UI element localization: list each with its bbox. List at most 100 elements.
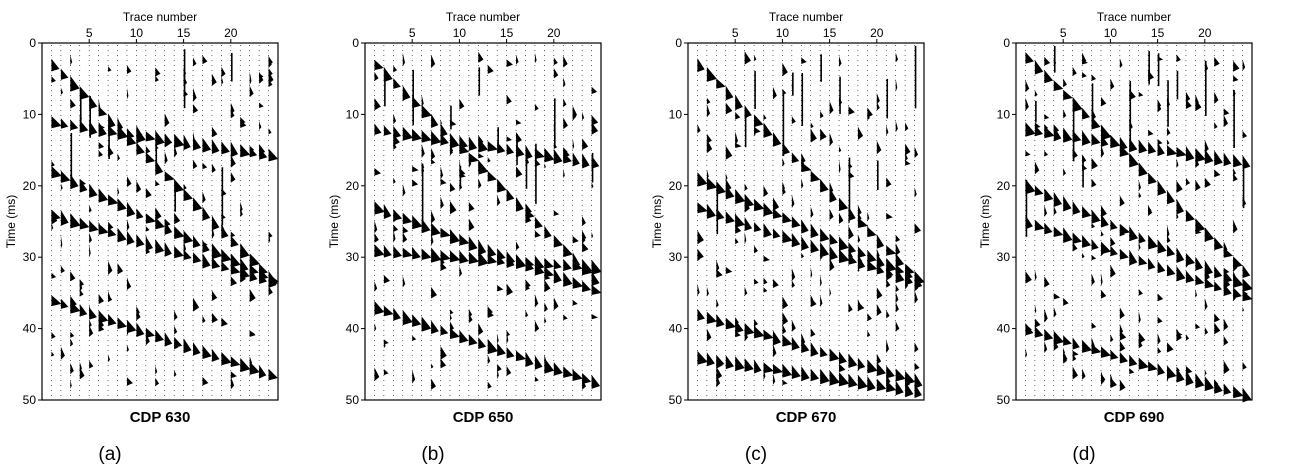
noise-wavelet-3-5	[716, 259, 720, 272]
plot-frame	[687, 42, 925, 401]
wavelet-6-0	[98, 106, 108, 117]
noise-wavelet-2-4	[60, 265, 65, 274]
noise-wavelet-10-7	[136, 241, 140, 248]
wavelet-9-1	[1100, 213, 1109, 228]
wavelet-6-2	[1072, 232, 1082, 244]
wavelet-18-3	[857, 357, 866, 370]
noise-wavelet-15-4	[829, 370, 836, 381]
noise-wavelet-20-6	[230, 371, 237, 379]
noise-wavelet-11-0	[468, 240, 471, 251]
wavelet-6-2	[98, 223, 109, 235]
wavelet-1-4	[1025, 122, 1036, 137]
wavelet-3-1	[1044, 188, 1054, 202]
noise-wavelet-17-4	[1176, 331, 1183, 337]
wavelet-17-4	[202, 137, 212, 153]
noise-wavelet-21-8	[1214, 379, 1219, 386]
wavelet-16-3	[516, 144, 525, 158]
x-tick-label: 10	[1104, 26, 1118, 40]
noise-wavelet-3-2	[1044, 114, 1050, 120]
wavelet-2-1	[1034, 185, 1044, 196]
wavelet-13-3	[1138, 357, 1149, 370]
wavelet-5-0	[89, 95, 98, 110]
noise-wavelet-2-1	[383, 68, 389, 82]
wavelet-12-3	[155, 329, 164, 343]
noise-wavelet-7-2	[431, 232, 434, 246]
noise-wavelet-20-5	[876, 101, 880, 111]
noise-wavelet-8-3	[440, 358, 447, 369]
noise-wavelet-6-1	[421, 144, 425, 158]
noise-wavelet-12-3	[801, 57, 807, 64]
noise-wavelet-22-2	[1223, 360, 1230, 375]
noise-wavelet-9-6	[1100, 243, 1105, 257]
noise-wavelet-11-3	[468, 218, 475, 232]
wavelet-1-1	[374, 201, 385, 215]
noise-wavelet-19-6	[1195, 94, 1199, 107]
noise-wavelet-24-3	[914, 223, 922, 234]
wavelet-15-2	[183, 249, 192, 261]
noise-wavelet-24-6	[268, 231, 273, 239]
wavelet-18-0	[1185, 209, 1195, 222]
noise-wavelet-9-3	[772, 197, 780, 212]
wavelet-18-4	[857, 374, 868, 390]
panel-d: 5 10 15 20 0 10 20 30 40 50 Trace number Time (ms) C…	[974, 0, 1294, 468]
noise-wavelet-13-1	[164, 243, 169, 251]
wavelet-14-0	[497, 178, 507, 193]
noise-wavelet-22-4	[895, 78, 898, 92]
x-axis-title: Trace number	[1097, 10, 1171, 24]
noise-wavelet-14-4	[497, 333, 499, 344]
wavelet-8-4	[440, 250, 451, 261]
noise-wavelet-9-6	[126, 87, 129, 100]
noise-wavelet-9-2	[449, 145, 453, 156]
noise-wavelet-10-4	[1110, 264, 1116, 278]
noise-wavelet-10-6	[782, 185, 786, 196]
noise-wavelet-3-8	[70, 54, 73, 66]
wavelet-17-4	[1176, 146, 1187, 158]
noise-wavelet-18-4	[211, 257, 217, 265]
noise-wavelet-1-3	[51, 160, 55, 167]
noise-wavelet-7-1	[108, 260, 113, 275]
wavelet-1-2	[1025, 215, 1033, 230]
noise-wavelet-3-2	[393, 113, 397, 125]
y-tick-label: 50	[669, 393, 683, 407]
y-tick-label: 40	[23, 322, 37, 336]
noise-wavelet-20-3	[230, 154, 236, 168]
noise-wavelet-19-1	[867, 330, 871, 338]
noise-wavelet-8-8	[440, 196, 443, 208]
noise-wavelet-13-6	[810, 266, 813, 279]
noise-wavelet-6-3	[421, 94, 424, 108]
noise-wavelet-18-8	[857, 364, 860, 372]
wavelet-14-3	[497, 142, 506, 154]
noise-wavelet-15-1	[1157, 138, 1163, 145]
noise-wavelet-14-5	[497, 255, 499, 264]
traces	[1025, 45, 1253, 403]
wavelet-24-3	[1242, 387, 1252, 403]
noise-wavelet-20-2	[230, 276, 238, 287]
wavelet-13-1	[1138, 232, 1146, 244]
noise-wavelet-6-2	[744, 231, 747, 245]
noise-wavelet-20-0	[553, 297, 559, 311]
noise-wavelet-8-7	[440, 178, 447, 186]
noise-wavelet-5-1	[735, 224, 742, 234]
wavelet-5-0	[735, 94, 743, 111]
wavelet-12-2	[478, 337, 487, 349]
noise-wavelet-18-5	[534, 320, 540, 333]
wavelet-19-2	[1195, 274, 1205, 286]
wavelet-3-1	[716, 181, 726, 195]
noise-wavelet-12-0	[478, 152, 484, 159]
noise-wavelet-1-6	[374, 249, 380, 257]
noise-wavelet-3-1	[393, 134, 400, 146]
wavelet-14-2	[820, 242, 830, 258]
x-tick-label: 15	[823, 26, 837, 40]
wavelet-11-4	[791, 365, 801, 379]
wavelet-1-3	[697, 308, 705, 321]
x-tick-label: 5	[86, 26, 93, 40]
wavelet-17-2	[1176, 265, 1186, 282]
noise-wavelet-20-5	[1204, 231, 1210, 243]
wavelet-16-2	[516, 350, 527, 362]
noise-wavelet-20-7	[1204, 327, 1209, 335]
wavelet-15-4	[506, 253, 515, 268]
wavelet-20-0	[230, 235, 239, 248]
wavelet-7-4	[1082, 130, 1091, 146]
noise-wavelet-23-7	[1233, 60, 1240, 72]
x-tick-label: 15	[1151, 26, 1165, 40]
